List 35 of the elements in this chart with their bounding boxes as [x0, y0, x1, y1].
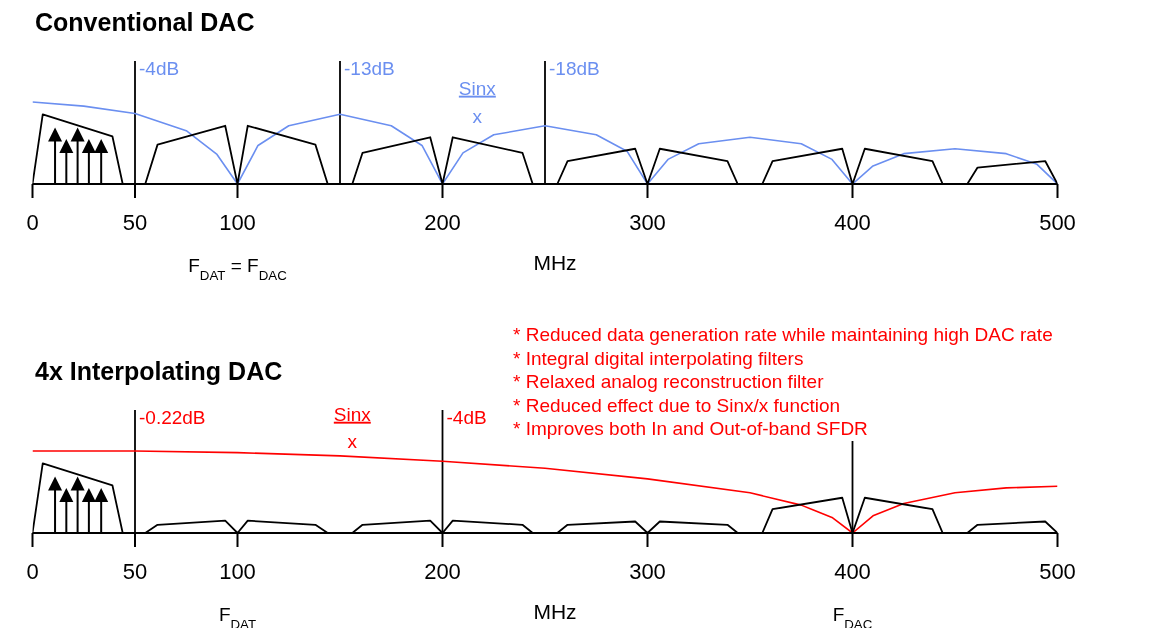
- chart-title: Conventional DAC: [35, 8, 255, 37]
- x-tick-label: 50: [122, 559, 148, 584]
- text: F$_{DAT}$ = F$_{DAC}$: [188, 255, 288, 283]
- x-axis-title: MHz: [533, 600, 577, 623]
- x-tick-label: 300: [629, 559, 666, 584]
- text: * Improves both In and Out-of-band SFDR: [513, 417, 869, 441]
- text: Sinx: [333, 403, 372, 425]
- text: * Integral digital interpolating filters: [513, 346, 805, 370]
- x-tick-label: 500: [1039, 559, 1076, 584]
- x-tick-label: 0: [26, 210, 39, 235]
- x-tick-label: 500: [1039, 210, 1076, 235]
- x-tick-label: 200: [424, 559, 461, 584]
- text: F$_{DAT}$: [218, 604, 257, 628]
- annotation: x: [472, 106, 483, 128]
- x-tick-label: 100: [219, 559, 256, 584]
- ref-line-label: -4dB: [446, 407, 487, 428]
- annotation: x: [347, 430, 358, 452]
- x-tick-label: 100: [219, 210, 256, 235]
- x-axis-title: MHz: [533, 251, 577, 274]
- x-tick-label: 50: [122, 210, 148, 235]
- text: * Relaxed analog reconstruction filter: [513, 370, 825, 394]
- ref-line-label: -4dB: [139, 58, 180, 79]
- text: * Reduced data generation rate while maintaining high DAC rate: [513, 323, 1053, 347]
- ref-line-label: -13dB: [344, 58, 395, 79]
- ref-line-label: -18dB: [549, 58, 600, 79]
- x-tick-label: 300: [629, 210, 666, 235]
- text: * Reduced effect due to Sinx/x function: [513, 393, 842, 417]
- x-tick-label: 200: [424, 210, 461, 235]
- x-tick-label: 400: [834, 559, 871, 584]
- text: F$_{DAC}$: [832, 604, 873, 628]
- text: Sinx: [458, 77, 497, 99]
- x-tick-label: 400: [834, 210, 871, 235]
- chart-title: 4x Interpolating DAC: [35, 357, 283, 386]
- x-tick-label: 0: [26, 559, 39, 584]
- ref-line-label: -0.22dB: [139, 407, 206, 428]
